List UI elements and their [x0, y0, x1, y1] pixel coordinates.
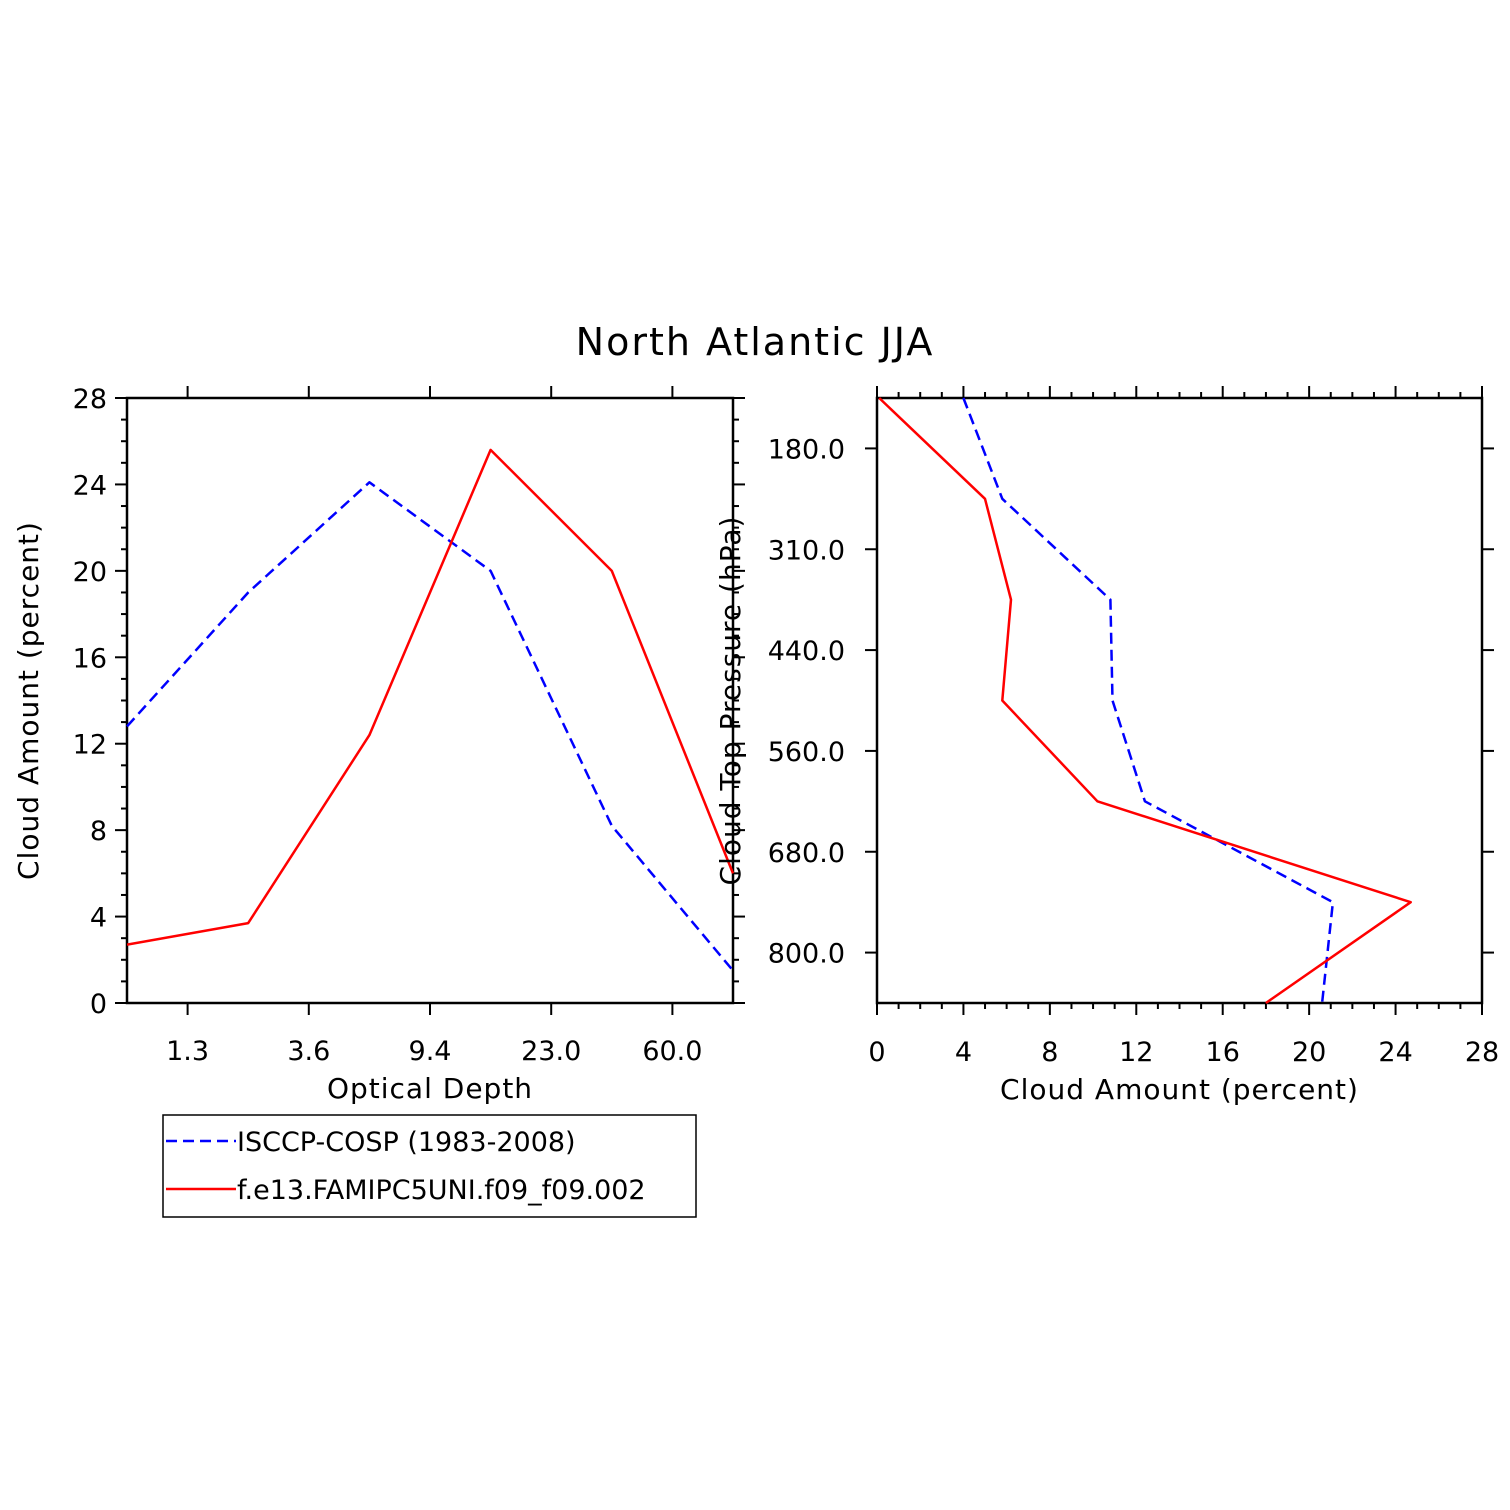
left-y-tick-label: 0 [90, 989, 107, 1020]
left-y-axis-label: Cloud Amount (percent) [12, 521, 45, 880]
left-chart: 0 4 8 12 16 20 24 28 1.3 3.6 9.4 23.0 60.0 Optical De… [12, 384, 745, 1105]
left-series-line-1 [126, 448, 735, 946]
left-series-line-0 [126, 481, 734, 972]
right-y-tick-label: 560.0 [768, 737, 845, 768]
left-y-tick-label: 28 [73, 384, 107, 415]
right-x-tick-label: 8 [1041, 1037, 1058, 1068]
left-y-tick-label: 4 [90, 903, 107, 934]
right-y-tick-label: 800.0 [768, 939, 845, 970]
left-y-tick-label: 20 [73, 557, 107, 588]
right-chart: 0 4 8 12 16 20 24 28 180.0 310.0 440.0 560.0 680.0 80… [714, 386, 1499, 1106]
legend-label-model: f.e13.FAMIPC5UNI.f09_f09.002 [237, 1175, 646, 1206]
legend-label-isccp: ISCCP-COSP (1983-2008) [237, 1127, 576, 1158]
left-x-tick-label: 3.6 [287, 1036, 330, 1067]
right-series-line-0 [962, 397, 1335, 1004]
right-x-tick-label: 24 [1378, 1037, 1412, 1068]
right-x-tick-label: 0 [868, 1037, 885, 1068]
left-x-tick-label: 9.4 [409, 1036, 452, 1067]
right-y-tick-label: 310.0 [768, 535, 845, 566]
right-x-tick-label: 4 [955, 1037, 972, 1068]
right-y-tick-label: 680.0 [768, 838, 845, 869]
right-y-axis-label: Cloud Top Pressure (hPa) [714, 516, 747, 886]
legend: ISCCP-COSP (1983-2008) f.e13.FAMIPC5UNI.… [162, 1114, 697, 1218]
left-x-tick-label: 23.0 [521, 1036, 581, 1067]
left-x-tick-label: 1.3 [166, 1036, 209, 1067]
left-y-tick-label: 16 [73, 643, 107, 674]
left-y-tick-label: 24 [73, 470, 107, 501]
left-y-tick-label: 8 [90, 816, 107, 847]
right-x-tick-label: 16 [1206, 1037, 1240, 1068]
right-x-tick-label: 12 [1119, 1037, 1153, 1068]
left-y-tick-label: 12 [73, 730, 107, 761]
figure-title: North Atlantic JJA [576, 320, 935, 364]
left-x-tick-label: 60.0 [642, 1036, 702, 1067]
right-x-axis-label: Cloud Amount (percent) [1000, 1073, 1359, 1106]
legend-box [162, 1114, 697, 1218]
right-x-tick-label: 20 [1292, 1037, 1326, 1068]
right-y-tick-label: 180.0 [768, 434, 845, 465]
right-y-tick-label: 440.0 [768, 636, 845, 667]
right-series-line-1 [878, 397, 1412, 1005]
left-x-axis-label: Optical Depth [327, 1072, 533, 1105]
right-x-tick-label: 28 [1465, 1037, 1499, 1068]
